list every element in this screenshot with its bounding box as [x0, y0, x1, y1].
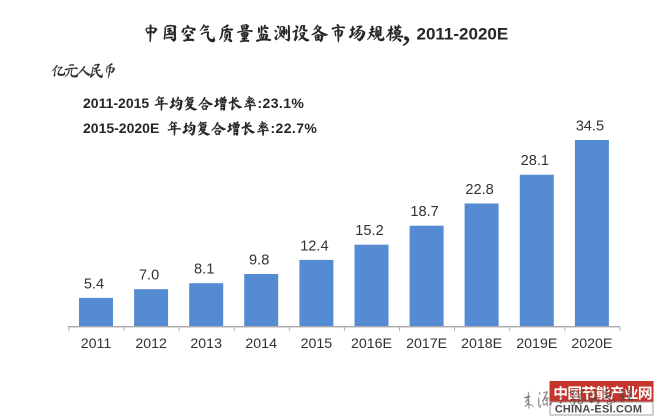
svg-text::23.1%: :23.1% — [258, 95, 305, 111]
svg-text:12.4: 12.4 — [300, 238, 328, 254]
svg-text::22.7%: :22.7% — [271, 120, 318, 136]
svg-text:2018E: 2018E — [461, 336, 502, 352]
svg-text:2019E: 2019E — [516, 336, 557, 352]
svg-text:2011-2015: 2011-2015 — [83, 95, 149, 111]
svg-text:2016E: 2016E — [351, 336, 392, 352]
svg-text:5.4: 5.4 — [84, 276, 104, 292]
svg-text:2014: 2014 — [245, 336, 277, 352]
svg-text:2011-2020E: 2011-2020E — [417, 25, 509, 44]
svg-text:2012: 2012 — [135, 336, 167, 352]
svg-text:18.7: 18.7 — [410, 204, 438, 220]
svg-text:2013: 2013 — [190, 336, 222, 352]
svg-text:2017E: 2017E — [406, 336, 447, 352]
svg-text:2015-2020E: 2015-2020E — [83, 120, 159, 136]
svg-text:8.1: 8.1 — [194, 262, 214, 278]
svg-text:34.5: 34.5 — [576, 119, 604, 135]
svg-text:2015: 2015 — [301, 336, 333, 352]
svg-text:22.8: 22.8 — [465, 182, 493, 198]
svg-text:2011: 2011 — [81, 336, 112, 352]
svg-text:2020E: 2020E — [571, 336, 612, 352]
svg-text:15.2: 15.2 — [355, 223, 383, 239]
svg-text:9.8: 9.8 — [249, 253, 269, 269]
svg-text:7.0: 7.0 — [139, 268, 159, 284]
svg-text:CHINA-ESI.COM: CHINA-ESI.COM — [555, 404, 642, 416]
svg-text:28.1: 28.1 — [521, 153, 549, 169]
